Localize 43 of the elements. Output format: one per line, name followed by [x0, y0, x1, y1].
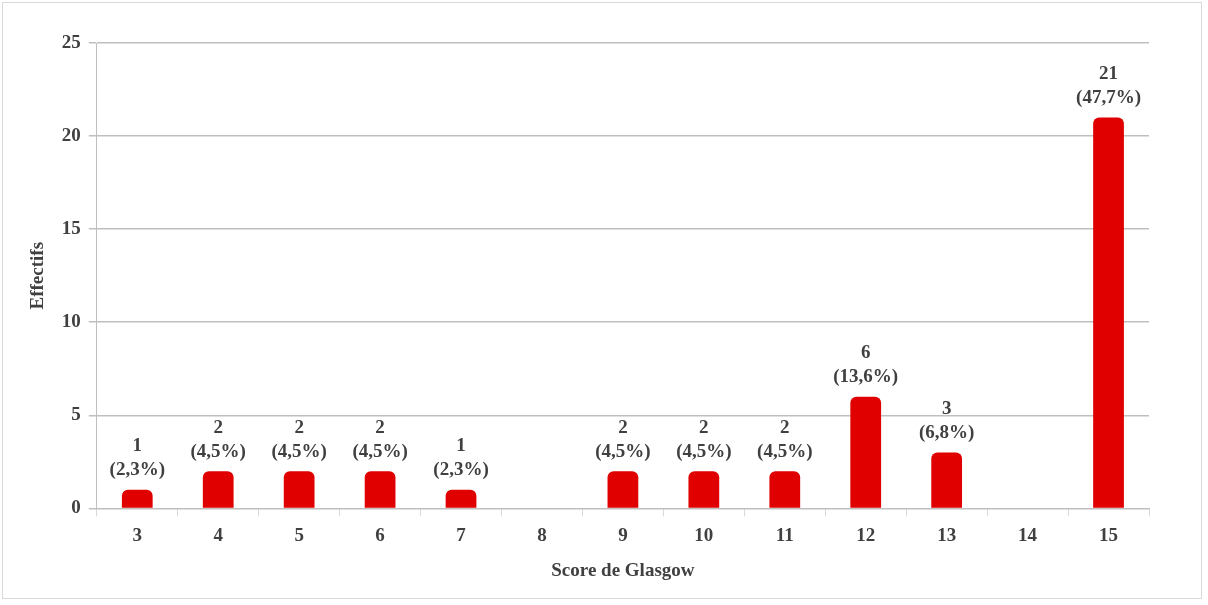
bar	[202, 471, 234, 508]
data-label: 2 (4,5%)	[190, 415, 246, 462]
x-tick-label: 13	[937, 523, 957, 545]
y-tick-label: 0	[71, 496, 81, 518]
y-tick-label: 25	[61, 30, 81, 52]
data-label: 2 (4,5%)	[595, 415, 651, 462]
x-tick-label: 10	[694, 523, 714, 545]
x-tick-label: 11	[775, 523, 794, 545]
x-tick-label: 5	[294, 523, 304, 545]
y-tick-label: 10	[61, 310, 81, 332]
bar	[850, 396, 882, 508]
bar	[607, 471, 639, 508]
bar	[121, 489, 153, 508]
x-axis-title: Score de Glasgow	[551, 558, 695, 580]
data-label: 21 (47,7%)	[1076, 61, 1141, 108]
bar	[445, 489, 477, 508]
bar	[1093, 117, 1124, 508]
x-tick-label: 8	[537, 523, 547, 545]
bar	[931, 452, 963, 508]
data-label: 1 (2,3%)	[109, 434, 165, 481]
x-tick-label: 6	[375, 523, 385, 545]
y-tick-label: 5	[71, 403, 81, 425]
y-tick-label: 15	[61, 217, 81, 239]
x-tick-label: 9	[618, 523, 628, 545]
bar	[283, 471, 315, 508]
x-tick-label: 3	[132, 523, 143, 545]
data-label: 3 (6,8%)	[918, 396, 975, 443]
x-tick-label: 12	[856, 523, 876, 545]
x-tick-label: 4	[213, 523, 224, 545]
data-label: 2 (4,5%)	[271, 415, 327, 462]
data-label: 1 (2,3%)	[433, 434, 489, 481]
x-tick-label: 15	[1099, 523, 1119, 545]
bar	[364, 471, 396, 508]
bar	[769, 471, 801, 508]
x-tick-label: 14	[1018, 523, 1038, 545]
data-label: 2 (4,5%)	[757, 415, 813, 462]
data-label: 6 (13,6%)	[833, 341, 899, 388]
x-tick-label: 7	[456, 523, 467, 545]
bar	[688, 471, 720, 508]
data-label: 2 (4,5%)	[352, 415, 408, 462]
y-axis-title: Effectifs	[26, 241, 48, 310]
y-tick-label: 20	[61, 123, 81, 145]
data-label: 2 (4,5%)	[676, 415, 732, 462]
